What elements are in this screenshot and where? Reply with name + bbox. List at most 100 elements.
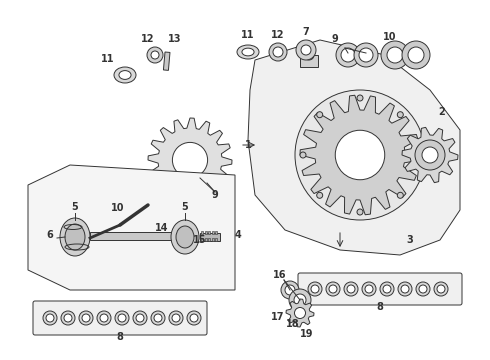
Circle shape bbox=[326, 282, 340, 296]
Circle shape bbox=[301, 45, 311, 55]
Circle shape bbox=[117, 220, 133, 236]
Bar bbox=[215, 238, 217, 241]
Circle shape bbox=[46, 314, 54, 322]
Circle shape bbox=[133, 311, 147, 325]
Bar bbox=[208, 231, 210, 234]
Ellipse shape bbox=[242, 48, 254, 56]
Polygon shape bbox=[248, 40, 460, 255]
Text: 6: 6 bbox=[47, 230, 53, 240]
Circle shape bbox=[329, 285, 337, 293]
Polygon shape bbox=[402, 127, 458, 183]
Ellipse shape bbox=[176, 226, 194, 248]
Circle shape bbox=[341, 48, 355, 62]
Text: 18: 18 bbox=[286, 319, 300, 329]
FancyBboxPatch shape bbox=[298, 273, 462, 305]
Circle shape bbox=[387, 47, 403, 63]
Circle shape bbox=[172, 143, 208, 177]
Bar bbox=[201, 238, 203, 241]
Circle shape bbox=[335, 130, 385, 180]
Circle shape bbox=[384, 52, 396, 64]
Polygon shape bbox=[286, 299, 314, 327]
Text: 8: 8 bbox=[117, 332, 123, 342]
Text: 11: 11 bbox=[241, 30, 255, 40]
Circle shape bbox=[402, 41, 430, 69]
Bar bbox=[300, 55, 318, 67]
Circle shape bbox=[295, 90, 425, 220]
Circle shape bbox=[285, 285, 295, 295]
Circle shape bbox=[154, 314, 162, 322]
Circle shape bbox=[397, 192, 403, 198]
Circle shape bbox=[147, 192, 163, 208]
Polygon shape bbox=[28, 165, 235, 290]
Bar bbox=[200, 233, 220, 241]
Circle shape bbox=[82, 314, 90, 322]
Circle shape bbox=[419, 144, 441, 166]
Circle shape bbox=[398, 282, 412, 296]
Circle shape bbox=[121, 224, 129, 232]
Bar bbox=[204, 231, 206, 234]
Circle shape bbox=[419, 285, 427, 293]
Bar bbox=[90, 232, 175, 240]
Circle shape bbox=[136, 314, 144, 322]
Text: 8: 8 bbox=[376, 302, 384, 312]
Circle shape bbox=[380, 282, 394, 296]
Text: 5: 5 bbox=[72, 202, 78, 212]
Polygon shape bbox=[148, 118, 232, 202]
Circle shape bbox=[415, 140, 445, 170]
Circle shape bbox=[336, 43, 360, 67]
Circle shape bbox=[151, 311, 165, 325]
Circle shape bbox=[115, 311, 129, 325]
Text: 5: 5 bbox=[182, 202, 188, 212]
Circle shape bbox=[269, 43, 287, 61]
Circle shape bbox=[317, 192, 323, 198]
Circle shape bbox=[354, 43, 378, 67]
Circle shape bbox=[79, 311, 93, 325]
Circle shape bbox=[61, 311, 75, 325]
Circle shape bbox=[135, 213, 145, 223]
Circle shape bbox=[422, 147, 438, 163]
Circle shape bbox=[294, 307, 305, 319]
Bar bbox=[204, 238, 206, 241]
Circle shape bbox=[187, 242, 213, 268]
Circle shape bbox=[300, 152, 306, 158]
Text: 10: 10 bbox=[111, 203, 125, 213]
Text: 1: 1 bbox=[245, 140, 251, 150]
Circle shape bbox=[317, 112, 323, 118]
Circle shape bbox=[416, 282, 430, 296]
Circle shape bbox=[190, 314, 198, 322]
Circle shape bbox=[383, 285, 391, 293]
Bar bbox=[212, 238, 214, 241]
Circle shape bbox=[344, 282, 358, 296]
Text: 14: 14 bbox=[155, 223, 169, 233]
Text: 7: 7 bbox=[303, 27, 309, 37]
Circle shape bbox=[43, 311, 57, 325]
Polygon shape bbox=[300, 95, 420, 215]
Text: 12: 12 bbox=[271, 30, 285, 40]
Circle shape bbox=[357, 209, 363, 215]
FancyBboxPatch shape bbox=[33, 301, 207, 335]
Text: 11: 11 bbox=[101, 54, 115, 64]
Text: 9: 9 bbox=[212, 190, 219, 200]
Text: 2: 2 bbox=[439, 107, 445, 117]
Circle shape bbox=[381, 41, 409, 69]
Circle shape bbox=[97, 311, 111, 325]
Circle shape bbox=[273, 47, 283, 57]
Bar bbox=[208, 238, 210, 241]
Circle shape bbox=[434, 282, 448, 296]
Circle shape bbox=[357, 95, 363, 101]
Circle shape bbox=[147, 47, 163, 63]
Ellipse shape bbox=[65, 224, 85, 250]
Text: 4: 4 bbox=[235, 230, 242, 240]
Text: 17: 17 bbox=[271, 312, 285, 322]
Circle shape bbox=[304, 50, 314, 60]
Circle shape bbox=[311, 285, 319, 293]
Circle shape bbox=[172, 314, 180, 322]
Ellipse shape bbox=[237, 45, 259, 59]
Circle shape bbox=[365, 285, 373, 293]
Bar bbox=[212, 231, 214, 234]
Bar bbox=[164, 52, 170, 70]
Ellipse shape bbox=[60, 218, 90, 256]
Circle shape bbox=[281, 281, 299, 299]
Circle shape bbox=[151, 51, 159, 59]
Text: 13: 13 bbox=[168, 34, 182, 44]
